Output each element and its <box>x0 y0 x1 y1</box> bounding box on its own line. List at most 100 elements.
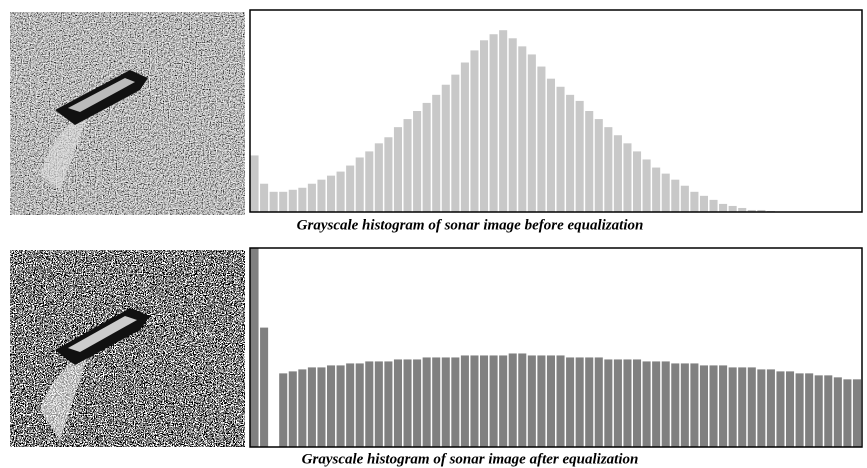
histogram-bar <box>633 151 642 212</box>
histogram-bar <box>833 377 842 447</box>
histogram-bar <box>671 179 680 212</box>
histogram-bar <box>852 379 861 447</box>
histogram-bar <box>250 248 259 447</box>
histogram-bar <box>489 355 498 447</box>
histogram-bar <box>298 369 307 447</box>
histogram-bar <box>575 357 584 447</box>
histogram-bar <box>374 361 383 447</box>
histogram-bar <box>480 355 489 447</box>
histogram-bar <box>317 367 326 447</box>
histogram-bar <box>413 359 422 447</box>
histogram-bar <box>623 143 632 212</box>
histogram-bar <box>499 30 508 213</box>
histogram-bar <box>288 189 297 212</box>
histogram-bar <box>537 66 546 212</box>
histogram-bar <box>346 363 355 447</box>
figure-caption: Grayscale histogram of sonar image after… <box>302 451 639 467</box>
histogram-bar <box>480 40 489 212</box>
histogram-bar <box>365 151 374 212</box>
histogram-bar <box>546 355 555 447</box>
histogram-bar <box>709 199 718 212</box>
histogram-bar <box>719 203 728 212</box>
histogram-bar <box>661 173 670 212</box>
histogram-bar <box>585 111 594 212</box>
histogram-bar <box>652 167 661 212</box>
histogram-bar <box>795 373 804 447</box>
histogram-bar <box>317 179 326 212</box>
histogram-bar <box>470 355 479 447</box>
histogram-bar <box>604 127 613 212</box>
histogram-bar <box>384 137 393 212</box>
histogram-bar <box>613 135 622 212</box>
histogram-bar <box>537 355 546 447</box>
histogram-bar <box>699 365 708 447</box>
histogram-bar <box>566 357 575 447</box>
histogram-bar <box>546 78 555 213</box>
histogram-bar <box>594 119 603 212</box>
histogram-bar <box>374 143 383 212</box>
histogram-bar <box>747 367 756 447</box>
histogram-bar <box>690 363 699 447</box>
histogram-bar <box>738 367 747 447</box>
histogram-bar <box>604 359 613 447</box>
histogram-bar <box>575 100 584 212</box>
histogram-bar <box>384 361 393 447</box>
histogram-bar <box>786 371 795 447</box>
histogram-bar <box>594 357 603 447</box>
histogram-bar <box>307 367 316 447</box>
histogram-bar <box>566 94 575 212</box>
histogram-bar <box>747 209 756 212</box>
histogram-bar <box>556 86 565 212</box>
histogram-bar <box>327 365 336 447</box>
histogram-bar <box>556 355 565 447</box>
sonar-image-before <box>10 12 245 215</box>
histogram-bar <box>814 375 823 447</box>
histogram-bar <box>757 209 766 212</box>
histogram-bar <box>451 74 460 212</box>
histogram-bar <box>346 165 355 212</box>
histogram-bar <box>327 175 336 212</box>
histogram-bar <box>432 94 441 212</box>
histogram-bar <box>527 54 536 212</box>
histogram-bar <box>441 357 450 447</box>
histogram-bar <box>766 369 775 447</box>
histogram-bar <box>728 205 737 212</box>
histogram-bar <box>393 359 402 447</box>
histogram-bar <box>451 357 460 447</box>
histogram-bar <box>633 359 642 447</box>
histogram-bar <box>336 171 345 212</box>
histogram-bar <box>652 361 661 447</box>
histogram-bar <box>355 157 364 212</box>
histogram-bar <box>365 361 374 447</box>
histogram-bar <box>824 375 833 447</box>
histogram-bar <box>642 159 651 212</box>
histogram-bar <box>279 373 288 447</box>
histogram-bar <box>776 371 785 447</box>
histogram-bar <box>307 183 316 212</box>
histogram-bar <box>403 359 412 447</box>
histogram-bar <box>336 365 345 447</box>
histogram-bar <box>260 327 269 447</box>
histogram-bar <box>269 191 278 212</box>
histogram-bar <box>508 353 517 447</box>
histogram-bar <box>460 62 469 212</box>
histogram-bar <box>757 369 766 447</box>
histogram-bar <box>499 355 508 447</box>
axes-frame <box>249 9 863 213</box>
histogram-bar <box>738 207 747 212</box>
histogram-bar <box>279 191 288 212</box>
histogram-bar <box>518 353 527 447</box>
histogram-bar <box>518 46 527 212</box>
histogram-bar <box>613 359 622 447</box>
histogram-bar <box>422 357 431 447</box>
histogram-bar <box>527 355 536 447</box>
histogram-bar <box>470 50 479 213</box>
histogram-bar <box>728 367 737 447</box>
histogram-bar <box>805 373 814 447</box>
histogram-bar <box>393 127 402 212</box>
histogram-bar <box>441 84 450 212</box>
histogram-bar <box>671 363 680 447</box>
histogram-bar <box>680 363 689 447</box>
histogram-bar <box>508 38 517 212</box>
